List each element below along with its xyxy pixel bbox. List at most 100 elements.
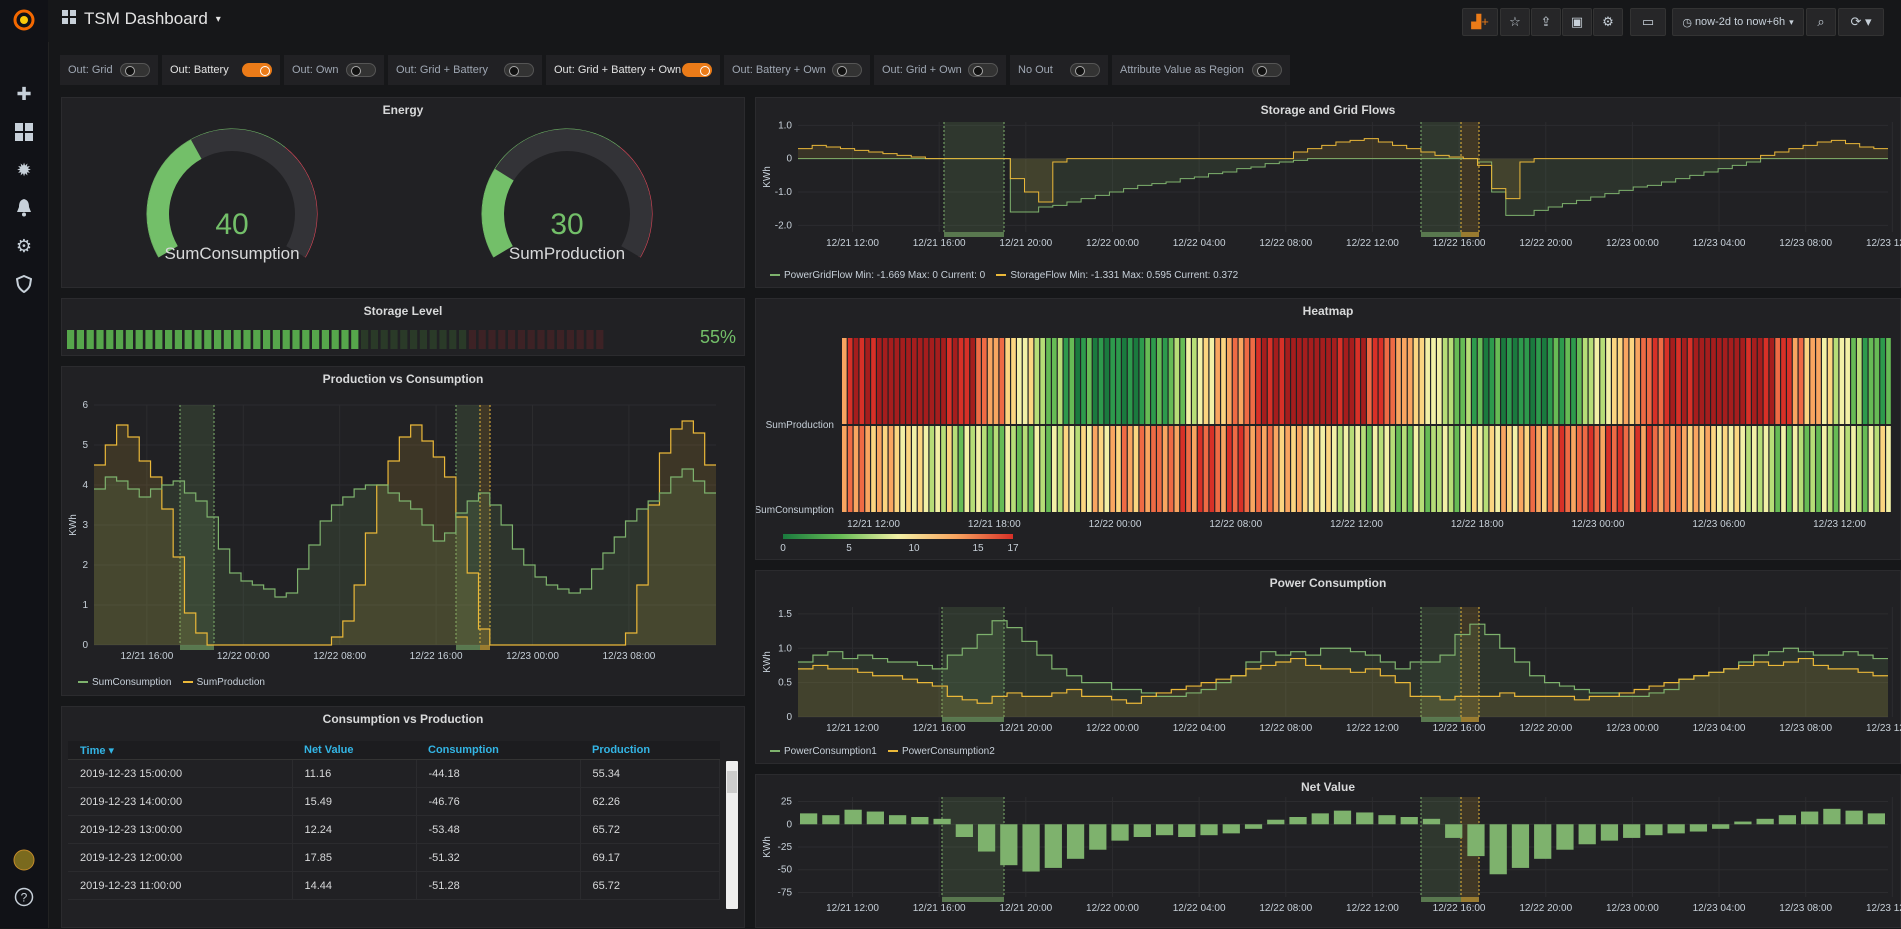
heatmap-cell (1874, 338, 1880, 424)
shield-icon[interactable] (12, 272, 36, 296)
zoom-out-button[interactable]: ⌕ (1806, 8, 1836, 36)
share-button[interactable]: ⇪ (1531, 8, 1561, 36)
legend-item[interactable]: PowerConsumption1 (770, 746, 877, 757)
grafana-logo-icon[interactable] (12, 8, 36, 32)
variable-toggle[interactable]: Out: Battery + Own (724, 55, 870, 85)
legend-item[interactable]: PowerGridFlow Min: -1.669 Max: 0 Current… (770, 270, 985, 281)
heatmap-cell (871, 426, 876, 512)
gear-icon[interactable]: ⚙ (15, 235, 33, 256)
column-header-production[interactable]: Production (580, 741, 720, 760)
star-button[interactable]: ☆ (1500, 8, 1530, 36)
variable-toggle[interactable]: Attribute Value as Region (1112, 55, 1290, 85)
heatmap-cell (1827, 426, 1833, 512)
column-header-consumption[interactable]: Consumption (416, 741, 580, 760)
heatmap-cell (1682, 426, 1687, 512)
annotation-region (180, 405, 214, 645)
variable-toggle[interactable]: Out: Grid + Battery (388, 55, 542, 85)
heatmap-cell (1378, 426, 1384, 512)
scrollbar-thumb[interactable] (727, 771, 737, 793)
heatmap-cell (1711, 426, 1716, 512)
heatmap-cell (1162, 426, 1168, 512)
storage-cell (204, 330, 212, 349)
variable-label: Out: Battery + Own (732, 64, 826, 76)
heatmap-cell (1693, 338, 1699, 424)
storage-cell (370, 330, 378, 349)
annotation-region (1421, 122, 1461, 232)
heatmap-cell (842, 338, 847, 424)
heatmap-cell (1174, 338, 1180, 424)
variable-toggle[interactable]: Out: Grid + Battery + Own (546, 55, 720, 85)
toggle-switch[interactable] (120, 63, 150, 77)
toggle-switch[interactable] (968, 63, 998, 77)
net-value-bar (1623, 824, 1641, 838)
heatmap-cell (1407, 338, 1413, 424)
heatmap-cell (1098, 426, 1104, 512)
save-button[interactable]: ▣ (1562, 8, 1592, 36)
toggle-switch[interactable] (682, 63, 712, 77)
annotation-region (456, 405, 480, 645)
refresh-button[interactable]: ⟳ ▾ (1838, 8, 1884, 36)
toggle-knob (1257, 66, 1267, 76)
toggle-switch[interactable] (346, 63, 376, 77)
settings-button[interactable]: ⚙ (1593, 8, 1623, 36)
table-scrollbar[interactable] (726, 761, 738, 909)
dashboards-icon[interactable] (12, 120, 36, 144)
panel-title: Heatmap (1302, 304, 1354, 318)
storage-cell (557, 330, 565, 349)
heatmap-cell (1227, 426, 1232, 512)
x-tick-label: 12/22 08:00 (1209, 519, 1262, 530)
variable-toggle[interactable]: Out: Battery (162, 55, 280, 85)
settings-icon: ⚙ (1602, 14, 1614, 29)
variable-toggle[interactable]: Out: Own (284, 55, 384, 85)
x-tick-label: 12/22 16:00 (1433, 903, 1486, 914)
legend-item[interactable]: SumConsumption (78, 677, 171, 688)
heatmap-cell (923, 426, 929, 512)
legend-item[interactable]: PowerConsumption2 (887, 746, 995, 757)
heatmap-cell (847, 338, 853, 424)
heatmap-cell (1209, 338, 1215, 424)
heatmap-cell (1757, 426, 1763, 512)
heatmap-cell (1256, 426, 1261, 512)
heatmap-cell (1588, 338, 1594, 424)
storage-cell (135, 330, 143, 349)
toggle-switch[interactable] (504, 63, 534, 77)
explore-icon[interactable]: ✹ (16, 159, 32, 180)
toggle-switch[interactable] (832, 63, 862, 77)
dashboard-title-picker[interactable]: TSM Dashboard ▾ (62, 9, 221, 29)
heatmap-cell (1337, 338, 1343, 424)
net-value-bar (1155, 824, 1174, 836)
heatmap-chart: SumProduction SumConsumption 12/21 12:00 12… (756, 338, 1891, 554)
variable-toggle[interactable]: Out: Grid + Own (874, 55, 1006, 85)
heatmap-cell (1057, 426, 1063, 512)
heatmap-cell (1810, 338, 1815, 424)
toggle-switch[interactable] (1252, 63, 1282, 77)
heatmap-cell (1046, 426, 1051, 512)
table-cell: 55.34 (580, 759, 720, 788)
variable-toggle[interactable]: No Out (1010, 55, 1108, 85)
heatmap-cell (1133, 426, 1139, 512)
column-header-net-value[interactable]: Net Value (292, 741, 416, 760)
heatmap-cell (1046, 338, 1051, 424)
heatmap-cell (1116, 426, 1121, 512)
x-tick-label: 12/21 16:00 (913, 238, 966, 249)
toggle-switch[interactable] (242, 63, 272, 77)
variable-toggle[interactable]: Out: Grid (60, 55, 158, 85)
toggle-switch[interactable] (1070, 63, 1100, 77)
net-value-bar (1867, 813, 1885, 825)
heatmap-cell (1069, 338, 1075, 424)
help-icon[interactable]: ? (12, 885, 36, 909)
avatar[interactable] (12, 848, 36, 872)
legend-item[interactable]: SumProduction (182, 677, 265, 688)
heatmap-cell (1279, 426, 1285, 512)
plus-icon[interactable]: ✚ (16, 83, 32, 104)
add-panel-button[interactable]: ▟+ (1462, 8, 1498, 36)
time-picker[interactable]: ◷ now-2d to now+6h ▾ (1672, 8, 1804, 36)
x-tick-label: 12/22 00:00 (217, 651, 270, 662)
legend-item[interactable]: StorageFlow Min: -1.331 Max: 0.595 Curre… (996, 270, 1238, 281)
tv-mode-button[interactable]: ▭ (1630, 8, 1666, 36)
alert-bell-icon[interactable] (12, 196, 36, 220)
column-header-time[interactable]: Time ▾ (68, 741, 292, 760)
heatmap-cell (1682, 338, 1687, 424)
heatmap-cell (1372, 426, 1378, 512)
net-value-bar (1845, 810, 1863, 825)
